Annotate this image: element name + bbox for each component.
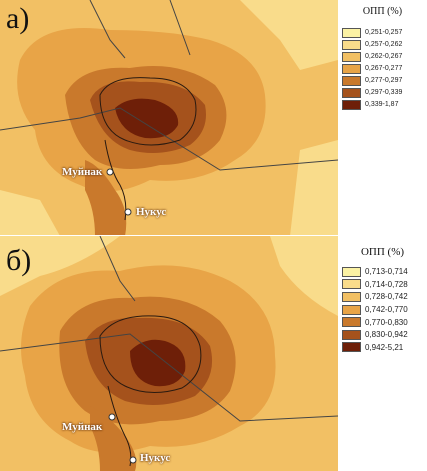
legend-label: 0,297-0,339	[365, 89, 403, 96]
legend-item: 0,713-0,714	[342, 266, 408, 278]
legend-swatch	[342, 51, 361, 62]
legend-swatch	[342, 63, 361, 74]
map-a-band-yellow-2	[0, 190, 60, 236]
legend-label: 0,830-0,942	[365, 330, 408, 340]
map-b-border-1	[0, 333, 338, 422]
panel-b-letter: б)	[6, 244, 32, 277]
legend-items: 0,713-0,714 0,714-0,728 0,728-0,742 0,74…	[342, 266, 408, 354]
legend-swatch	[342, 99, 361, 110]
legend-item: 0,251-0,257	[342, 27, 402, 38]
legend-item: 0,770-0,830	[342, 316, 408, 328]
legend-label: 0,267-0,277	[365, 65, 403, 72]
legend-swatch	[342, 87, 361, 98]
map-b-city-marker-1	[108, 413, 116, 421]
legend-item: 0,262-0,267	[342, 51, 402, 62]
map-a-band-yellow	[240, 0, 338, 70]
legend-label: 0,713-0,714	[365, 267, 408, 277]
legend-label: 0,770-0,830	[365, 317, 408, 327]
map-b	[0, 236, 338, 471]
legend-label: 0,714-0,728	[365, 279, 408, 289]
city-label-nukus: Нукус	[136, 206, 167, 218]
legend-label: 0,942-5,21	[365, 342, 404, 352]
legend-swatch	[342, 266, 361, 277]
city-label-muynak: Муйнак	[62, 166, 103, 178]
map-b-band-yellow-2	[270, 236, 338, 316]
legend-label: 0,251-0,257	[365, 29, 403, 36]
legend-swatch	[342, 39, 361, 50]
panel-a-letter: а)	[6, 2, 30, 35]
map-b-border-2	[99, 236, 136, 302]
city-label-muynak: Муйнак	[62, 421, 103, 433]
map-a-river	[104, 139, 127, 221]
legend-swatch	[342, 304, 361, 315]
legend-item: 0,830-0,942	[342, 329, 408, 341]
map-b-plume	[90, 406, 137, 471]
legend-item: 0,277-0,297	[342, 75, 402, 86]
map-b-band-yellow	[0, 236, 120, 296]
city-label-nukus: Нукус	[140, 452, 171, 464]
legend-item: 0,339-1,87	[342, 99, 402, 110]
legend-label: 0,742-0,770	[365, 305, 408, 315]
map-b-city-marker-2	[129, 456, 137, 464]
legend-item: 0,728-0,742	[342, 291, 408, 303]
legend-swatch	[342, 291, 361, 302]
legend-item: 0,257-0,262	[342, 39, 402, 50]
legend-title: ОПП (%)	[362, 6, 403, 17]
map-a-band-yellow-3	[290, 140, 338, 236]
legend-swatch	[342, 27, 361, 38]
map-b-river	[107, 385, 132, 467]
legend-items: 0,251-0,257 0,257-0,262 0,262-0,267 0,26…	[342, 27, 402, 111]
legend-item: 0,942-5,21	[342, 342, 408, 354]
legend-b: ОПП (%) 0,713-0,714 0,714-0,728 0,728-0,…	[338, 236, 427, 471]
map-a-plume	[85, 160, 127, 236]
legend-a: ОПП (%) 0,251-0,257 0,257-0,262 0,262-0,…	[338, 0, 427, 236]
legend-label: 0,728-0,742	[365, 292, 408, 302]
legend-item: 0,742-0,770	[342, 304, 408, 316]
legend-title: ОПП (%)	[360, 246, 405, 258]
map-a-border-1	[0, 107, 338, 171]
legend-item: 0,714-0,728	[342, 279, 408, 291]
map-a	[0, 0, 338, 236]
legend-swatch	[342, 342, 361, 353]
legend-swatch	[342, 75, 361, 86]
legend-item: 0,297-0,339	[342, 87, 402, 98]
legend-item: 0,267-0,277	[342, 63, 402, 74]
legend-swatch	[342, 329, 361, 340]
map-a-city-marker-2	[124, 208, 132, 216]
panel-a: а) Муйнак Нукус ОПП (%) 0,251-0,257 0,25…	[0, 0, 427, 236]
legend-label: 0,262-0,267	[365, 53, 403, 60]
legend-swatch	[342, 279, 361, 290]
legend-swatch	[342, 317, 361, 328]
map-a-aral-outline	[99, 77, 197, 146]
legend-label: 0,257-0,262	[365, 41, 403, 48]
map-a-band-4	[115, 98, 179, 139]
map-a-city-marker-1	[106, 168, 114, 176]
map-b-band-4	[130, 339, 186, 387]
map-a-border-2	[89, 0, 191, 59]
map-b-aral-outline	[99, 315, 202, 393]
legend-label: 0,277-0,297	[365, 77, 403, 84]
legend-label: 0,339-1,87	[365, 101, 399, 108]
panel-b: б) Муйнак Нукус ОПП (%) 0,713-0,714 0,71…	[0, 236, 427, 471]
